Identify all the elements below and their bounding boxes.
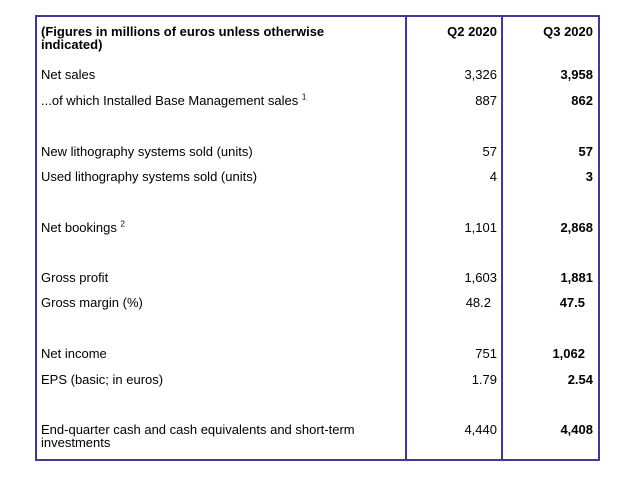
row-q2-cash-and-investments: 4,440: [464, 422, 497, 437]
row-label-gross-margin: Gross margin (%): [41, 295, 143, 310]
footnote-marker: 2: [120, 219, 125, 229]
row-q2-used-systems-sold: 4: [489, 169, 497, 184]
row-q2-installed-base-sales: 887: [475, 93, 497, 108]
row-label-net-income: Net income: [41, 346, 107, 361]
row-label-used-systems-sold: Used lithography systems sold (units): [41, 169, 258, 184]
row-label-net-sales: Net sales: [41, 67, 96, 82]
row-label-cash-and-investments: End-quarter cash and cash equivalents an…: [41, 422, 355, 450]
row-label-eps: EPS (basic; in euros): [41, 372, 164, 387]
footnote-marker: 1: [301, 92, 307, 102]
row-label-new-systems-sold: New lithography systems sold (units): [41, 144, 253, 159]
row-q2-new-systems-sold: 57: [482, 144, 497, 159]
row-q2-net-sales: 3,326: [464, 67, 497, 82]
row-q3-used-systems-sold: 3: [585, 169, 593, 184]
financial-summary-table: (Figures in millions of euros unless oth…: [35, 15, 600, 461]
header-q2-2020: Q2 2020: [447, 24, 497, 39]
row-q2-gross-margin: 48.2: [465, 295, 491, 310]
row-q3-net-sales: 3,958: [560, 67, 593, 82]
row-q3-new-systems-sold: 57: [578, 144, 593, 159]
row-q3-installed-base-sales: 862: [571, 93, 593, 108]
row-q3-cash-and-investments: 4,408: [560, 422, 593, 437]
header-q3-2020: Q3 2020: [543, 24, 593, 39]
row-label-net-bookings: Net bookings 2: [41, 219, 125, 235]
row-q3-gross-profit: 1,881: [560, 270, 593, 285]
row-label-installed-base-sales: ...of which Installed Base Management sa…: [41, 92, 307, 108]
row-label-gross-profit: Gross profit: [41, 270, 109, 285]
row-q2-eps: 1.79: [471, 372, 497, 387]
row-q3-eps: 2.54: [567, 372, 593, 387]
row-q3-net-income: 1,062: [552, 346, 585, 361]
row-q2-gross-profit: 1,603: [464, 270, 497, 285]
row-q3-gross-margin: 47.5: [559, 295, 585, 310]
row-q2-net-bookings: 1,101: [464, 220, 497, 235]
column-divider-q2: [405, 17, 407, 459]
row-q3-net-bookings: 2,868: [560, 220, 593, 235]
row-q2-net-income: 751: [475, 346, 497, 361]
column-divider-q3: [501, 17, 503, 459]
header-label: (Figures in millions of euros unless oth…: [41, 24, 325, 52]
